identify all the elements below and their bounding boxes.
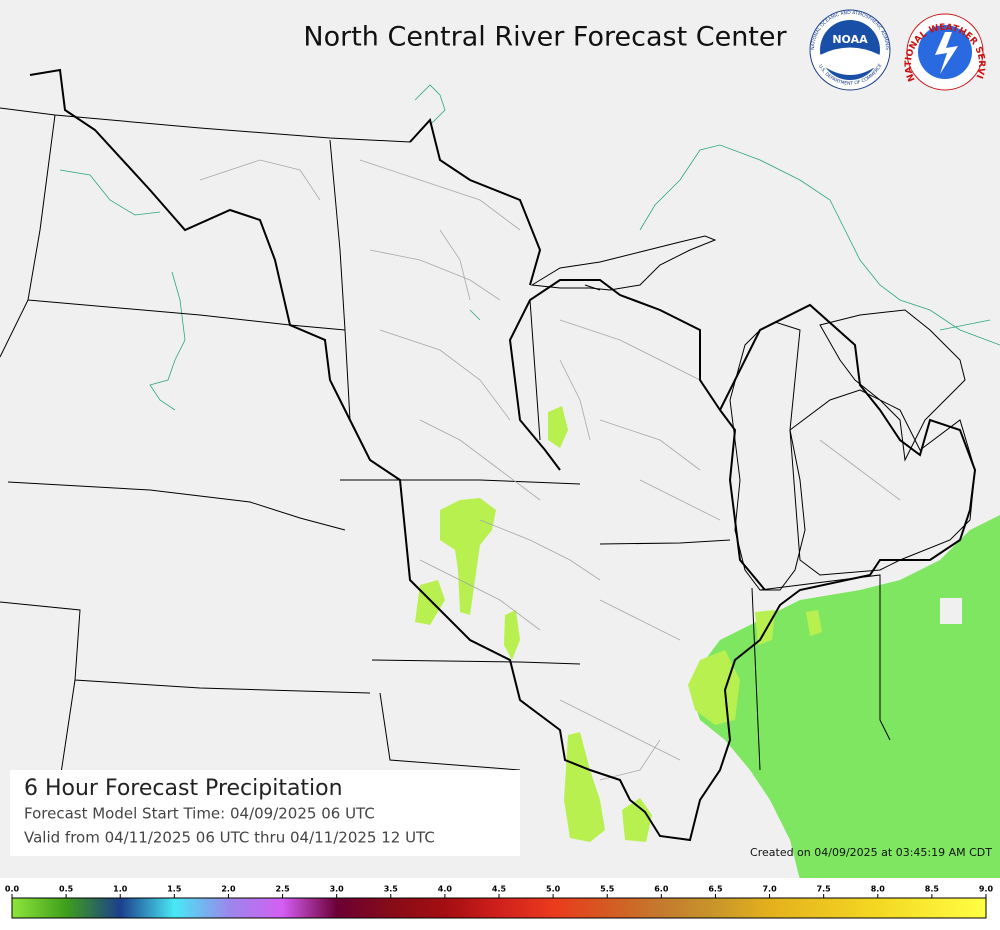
info-box: 6 Hour Forecast Precipitation Forecast M… <box>10 770 520 856</box>
precip-area <box>755 610 775 645</box>
precip-area <box>548 406 568 448</box>
colorbar-tick-label: 1.0 <box>113 885 128 894</box>
info-line: Forecast Model Start Time: 04/09/2025 06… <box>24 805 375 823</box>
colorbar-tick-label: 4.5 <box>492 885 507 894</box>
info-panel <box>10 770 520 856</box>
colorbar-tick-label: 1.5 <box>167 885 182 894</box>
precip-area <box>622 798 652 842</box>
colorbar-tick-label: 9.0 <box>979 885 994 894</box>
colorbar-tick-label: 7.5 <box>817 885 832 894</box>
colorbar-tick-label: 0.5 <box>59 885 74 894</box>
colorbar-tick-label: 5.0 <box>546 885 561 894</box>
precip-area <box>564 732 605 842</box>
colorbar-tick-label: 0.0 <box>5 885 20 894</box>
lake <box>530 235 717 291</box>
colorbar-tick-label: 6.0 <box>654 885 669 894</box>
colorbar-tick-label: 5.5 <box>600 885 615 894</box>
precip-area <box>806 610 822 636</box>
precip-area <box>690 515 1000 880</box>
map <box>0 68 1000 880</box>
colorbar-tick-label: 8.0 <box>871 885 886 894</box>
colorbar-tick-label: 6.5 <box>708 885 723 894</box>
state-line <box>0 107 891 781</box>
logo-bird <box>820 47 880 75</box>
info-line: Valid from 04/11/2025 06 UTC thru 04/11/… <box>24 829 435 847</box>
colorbar-scale <box>11 897 987 919</box>
created-note: Created on 04/09/2025 at 03:45:19 AM CDT <box>750 846 992 859</box>
info-title: 6 Hour Forecast Precipitation <box>24 776 343 801</box>
colorbar-tick-label: 4.0 <box>438 885 453 894</box>
title: North Central River Forecast Center <box>303 22 787 53</box>
basin-line <box>199 159 901 781</box>
colorbar-tick-label: 3.0 <box>330 885 345 894</box>
logo-name: NOAA <box>832 33 868 46</box>
colorbar-tick-label: 8.5 <box>925 885 940 894</box>
colorbar-tick-label: 2.0 <box>221 885 236 894</box>
lake <box>819 309 966 462</box>
colorbar-tick-label: 3.5 <box>384 885 399 894</box>
colorbar-tick-label: 2.5 <box>275 885 290 894</box>
rfc-boundary <box>29 68 977 842</box>
coastline <box>59 84 1000 411</box>
colorbar: 0.0 0.5 1.0 1.5 2.0 2.5 3.0 3.5 4.0 4.5 5.0 5.5 6.0 6… <box>0 878 1000 930</box>
lake <box>729 321 806 591</box>
no-precip <box>940 598 962 624</box>
colorbar-tick-label: 7.0 <box>762 885 777 894</box>
precip-area <box>504 610 520 660</box>
logo-bolt <box>935 32 958 74</box>
precip-area <box>440 498 496 615</box>
